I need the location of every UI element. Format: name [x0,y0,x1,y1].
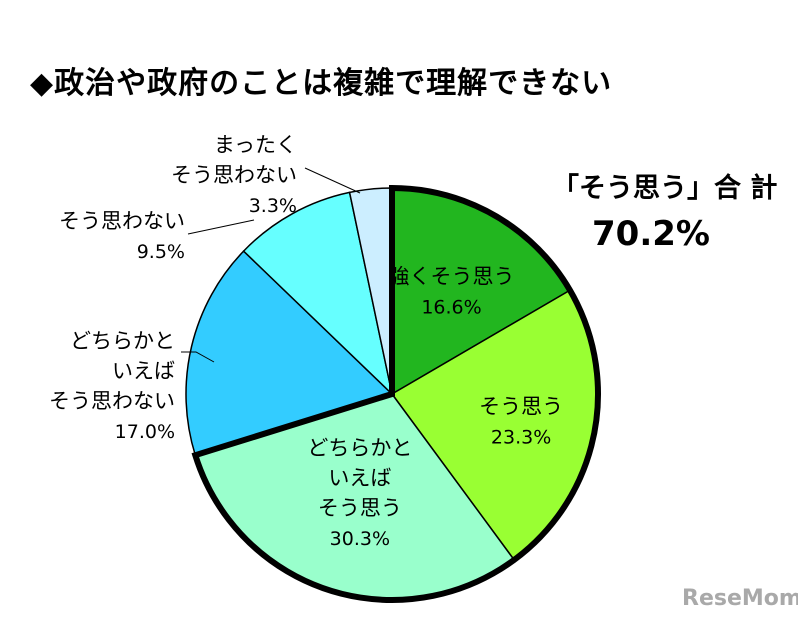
slice-value-label: 17.0% [115,421,175,443]
slice-value-label: 16.6% [421,296,481,318]
highlight-outline [191,184,601,603]
slice-value-label: 9.5% [137,241,185,263]
slice-name-label: そう思う [479,395,563,419]
page-title: ◆政治や政府のことは複雑で理解できない [30,66,613,101]
slice-value-label: 3.3% [249,195,297,217]
slice-name-label: いえば [112,359,175,383]
highlight-group-outline [191,184,601,603]
slice-value-label: 30.3% [330,528,390,550]
total-callout-value: 70.2% [592,214,710,254]
slice-name-label: そう思う [318,496,402,520]
resemom-logo: ReseMom [682,586,798,611]
slice-name-label: そう思わない [171,163,297,187]
pie-slices [185,187,599,601]
slice-labels: 強くそう思う16.6%そう思う23.3%どちらかといえばそう思う30.3%どちら… [49,133,563,550]
slice-name-label: どちらかと [307,436,412,460]
leader-lines [181,167,361,363]
total-callout-label: 「そう思う」合 計 [552,173,778,204]
pie-slice [242,191,394,397]
slice-name-label: いえば [328,466,391,490]
leader-line [304,167,361,194]
leader-line [181,351,215,363]
slice-name-label: そう思わない [49,389,175,413]
slice-name-label: どちらかと [70,329,175,353]
slice-value-label: 23.3% [491,427,551,449]
leader-line [187,219,255,235]
slice-name-label: そう思わない [59,209,185,233]
pie-slice [185,250,394,457]
slice-name-label: まったく [214,133,297,157]
slice-name-label: 強くそう思う [389,264,515,288]
